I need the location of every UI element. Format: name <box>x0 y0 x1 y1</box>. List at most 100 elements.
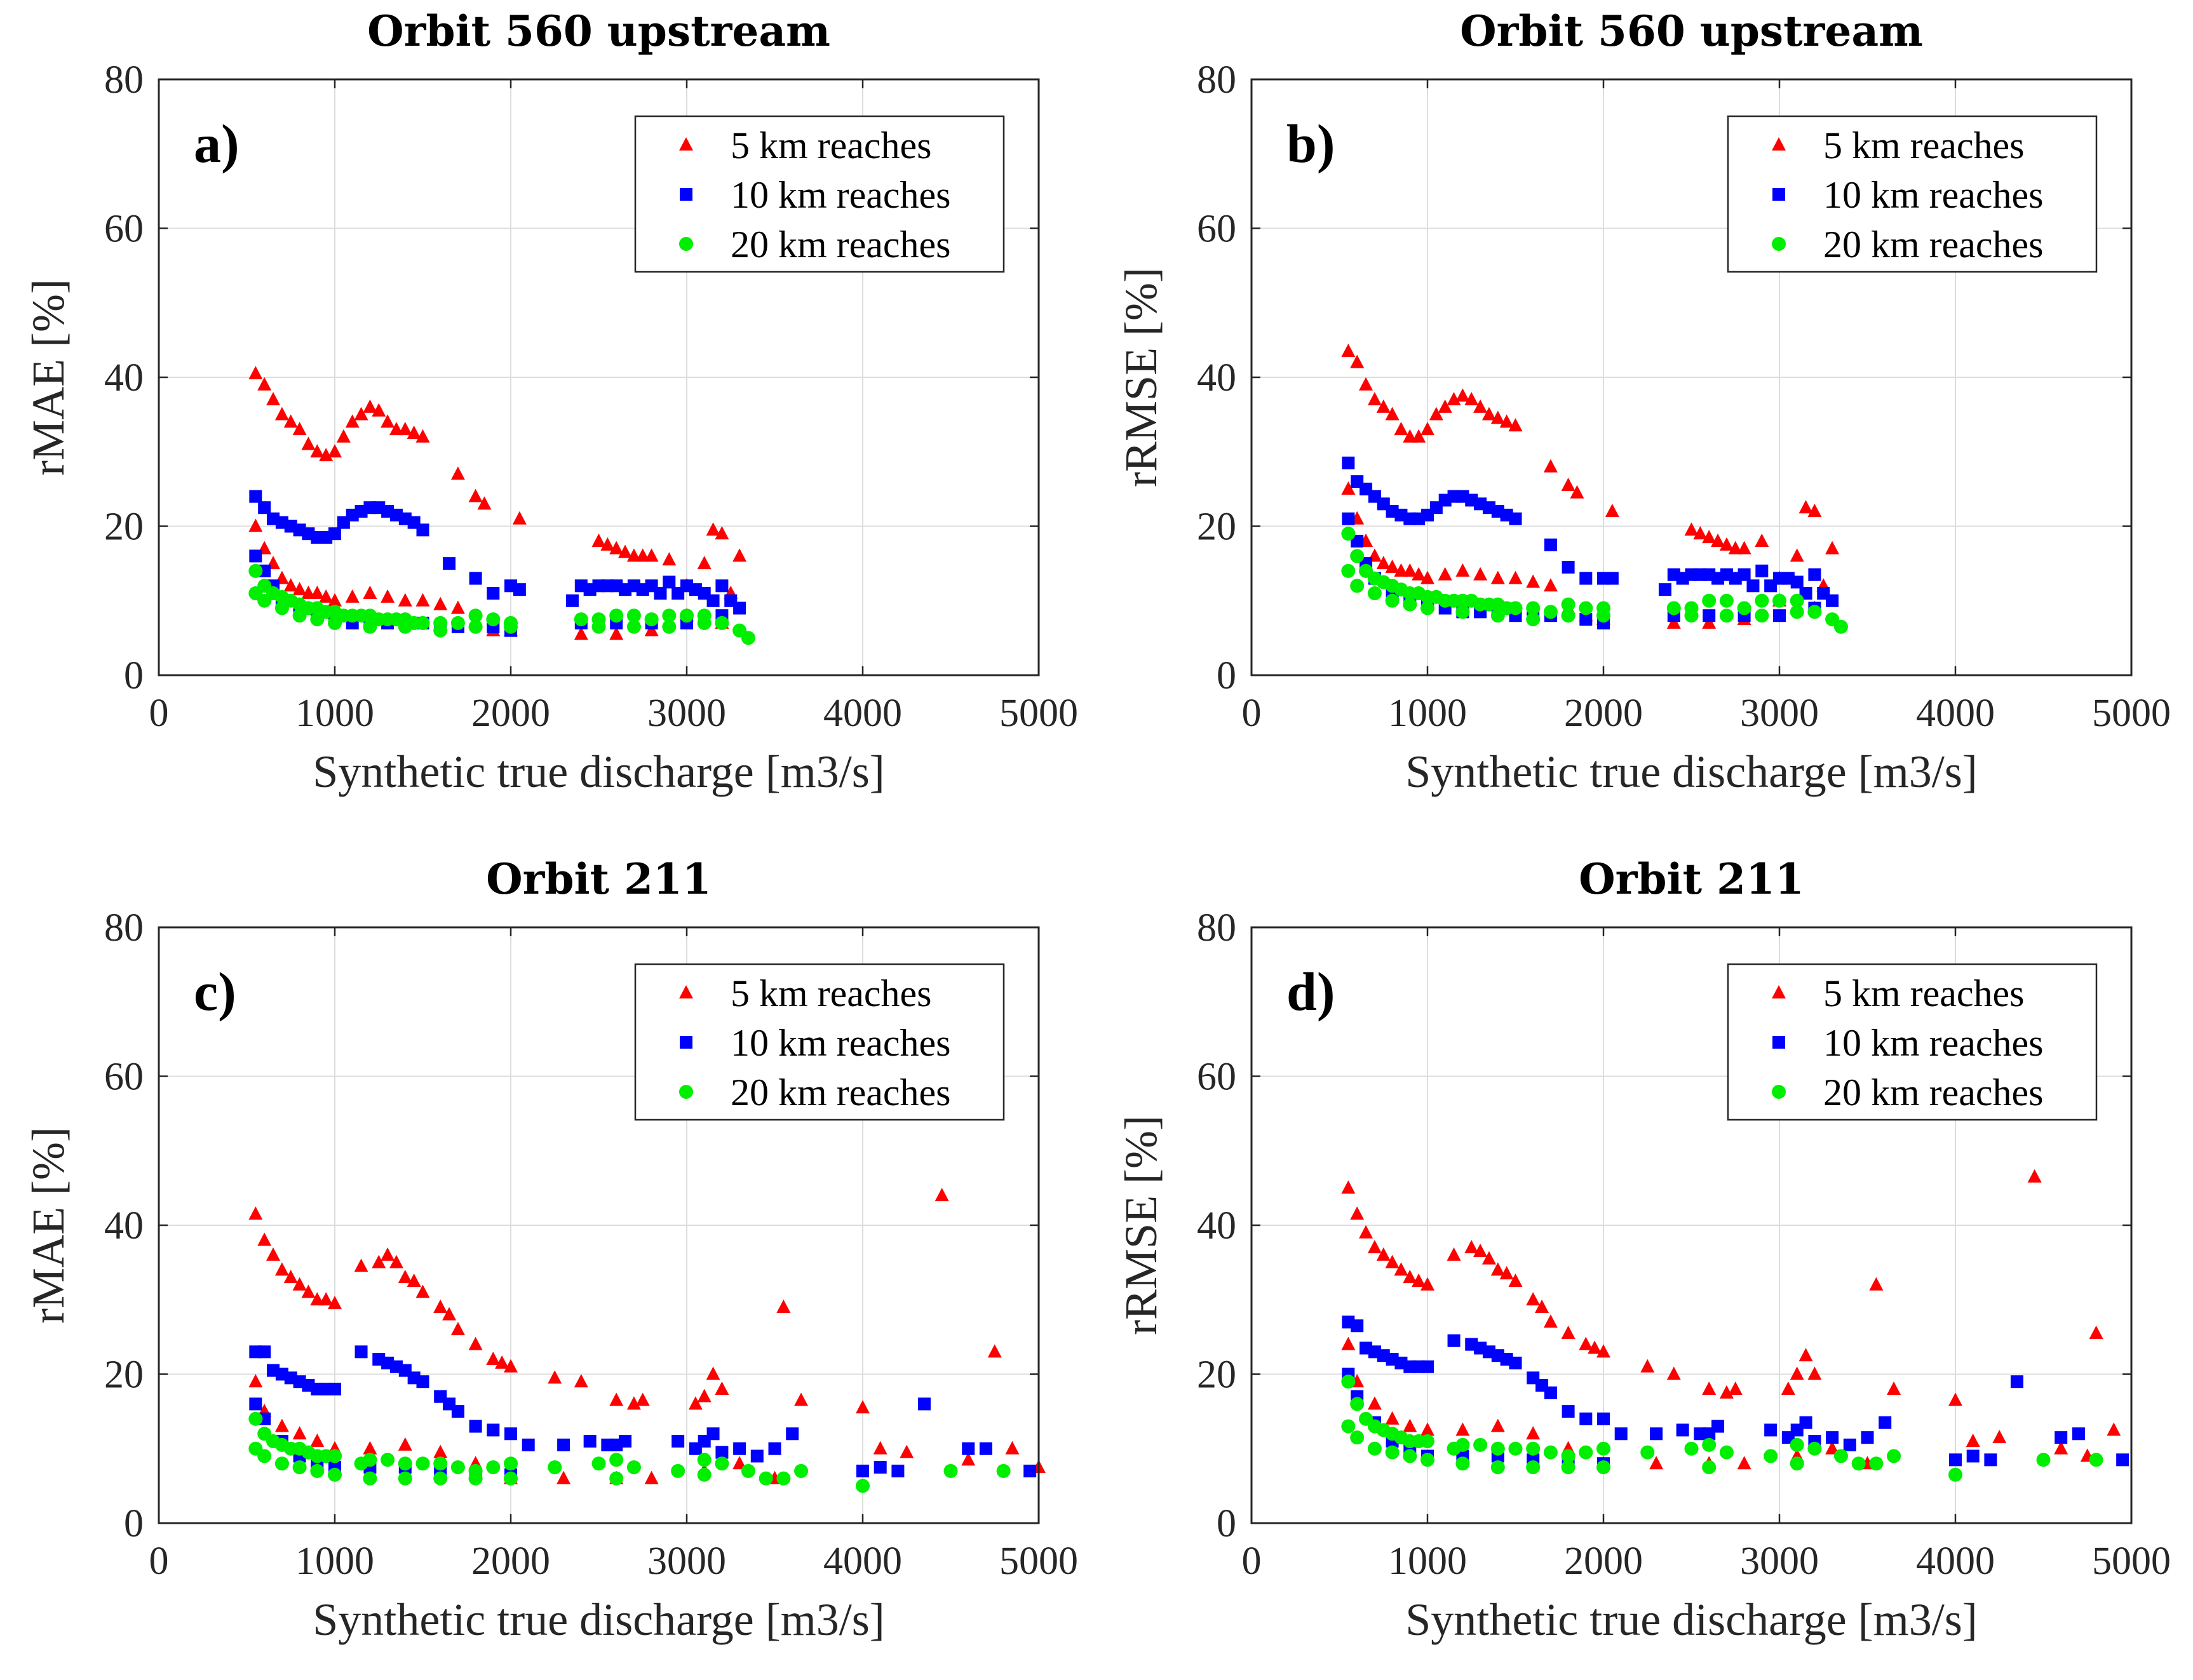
data-point <box>1544 538 1557 551</box>
data-point <box>732 1456 747 1470</box>
panel-a: 0 1000 2000 3000 4000 5000 0 20 40 60 80 Synthetic … <box>23 58 1078 797</box>
y-tick-label: 20 <box>1197 506 1236 549</box>
data-point <box>1562 560 1575 574</box>
data-point <box>1658 583 1671 596</box>
data-point <box>486 612 501 627</box>
data-point <box>328 527 341 541</box>
data-point <box>662 619 677 634</box>
data-point <box>354 1345 368 1359</box>
data-point <box>1790 1437 1804 1452</box>
data-point <box>1543 578 1558 592</box>
data-point <box>1579 1412 1593 1425</box>
x-tick-label: 1000 <box>295 1540 374 1583</box>
x-tick-label: 0 <box>1242 1540 1262 1583</box>
data-point <box>1650 1427 1663 1441</box>
legend-marker <box>1772 1085 1786 1099</box>
data-point <box>1490 410 1505 424</box>
data-point <box>249 1397 262 1411</box>
data-point <box>1798 1348 1813 1362</box>
data-point <box>1588 1340 1602 1354</box>
data-point <box>1385 407 1400 420</box>
legend-marker <box>680 188 692 201</box>
data-point <box>715 615 729 630</box>
y-tick-label: 60 <box>104 208 144 251</box>
data-point <box>1490 570 1505 584</box>
data-point <box>750 1449 764 1463</box>
data-point <box>1719 1445 1734 1460</box>
data-point <box>732 548 747 562</box>
data-point <box>1684 522 1699 536</box>
data-point <box>776 1299 791 1313</box>
panel-label: d) <box>1286 961 1335 1022</box>
x-tick-label: 4000 <box>823 692 902 735</box>
data-point <box>900 1444 914 1458</box>
data-point <box>1394 422 1408 436</box>
data-point <box>1561 608 1576 623</box>
data-point <box>1438 567 1452 581</box>
data-point <box>1412 567 1426 581</box>
data-point <box>407 425 421 439</box>
data-point <box>1684 1441 1699 1456</box>
y-axis-label: rRMSE [%] <box>1116 1115 1166 1335</box>
data-point <box>1790 1456 1804 1471</box>
y-tick-label: 40 <box>1197 356 1236 400</box>
x-axis-label: Synthetic true discharge [m3/s] <box>313 746 884 797</box>
data-point <box>962 1442 975 1455</box>
data-point <box>1535 1299 1549 1313</box>
data-point <box>328 1382 341 1395</box>
data-point <box>1649 1456 1664 1470</box>
data-point <box>1728 1381 1743 1395</box>
data-point <box>266 392 281 406</box>
data-point <box>1526 1441 1541 1456</box>
data-point <box>1640 1445 1655 1460</box>
data-point <box>1367 586 1382 601</box>
x-tick-label: 5000 <box>999 692 1078 735</box>
data-point <box>626 1396 641 1410</box>
data-point <box>1737 601 1751 615</box>
data-point <box>257 1449 272 1463</box>
y-axis-label: rRMSE [%] <box>1116 267 1166 487</box>
data-point <box>292 1460 307 1475</box>
data-point <box>415 429 430 443</box>
legend-label: 5 km reaches <box>731 124 932 166</box>
data-point <box>504 1471 518 1486</box>
data-point <box>319 589 334 603</box>
data-point <box>1755 593 1769 608</box>
data-point <box>249 549 262 563</box>
data-point <box>565 594 579 607</box>
data-point <box>1773 609 1786 622</box>
axes-frame <box>1250 78 2133 676</box>
y-tick-label: 40 <box>104 1204 144 1247</box>
data-point <box>1447 1247 1461 1261</box>
data-point <box>1719 593 1734 608</box>
legend-box <box>1727 115 2098 273</box>
data-point <box>1666 601 1681 615</box>
data-point <box>1711 533 1725 547</box>
data-point <box>671 1435 685 1448</box>
data-point <box>1447 392 1461 406</box>
data-point <box>1640 1359 1655 1373</box>
data-point <box>1473 1437 1488 1452</box>
data-point <box>248 518 263 532</box>
legend-label: 10 km reaches <box>1823 1022 2044 1064</box>
data-point <box>1719 537 1734 551</box>
data-point <box>1367 1240 1382 1254</box>
data-point <box>345 414 360 428</box>
data-point <box>1596 608 1610 623</box>
data-point <box>856 1479 870 1493</box>
legend-marker <box>679 137 693 151</box>
data-point <box>1526 1426 1541 1440</box>
data-point <box>328 444 342 458</box>
data-point <box>504 619 518 634</box>
y-tick-label: 0 <box>124 1502 144 1545</box>
axes-frame <box>158 78 1040 676</box>
data-point <box>1562 1405 1575 1418</box>
data-point <box>292 582 307 596</box>
data-point <box>697 1388 712 1402</box>
data-point <box>248 366 263 380</box>
legend-marker <box>1772 985 1786 998</box>
data-point <box>1420 1453 1434 1467</box>
data-point <box>522 1438 535 1451</box>
data-point <box>1833 619 1848 634</box>
data-point <box>1420 1277 1434 1291</box>
